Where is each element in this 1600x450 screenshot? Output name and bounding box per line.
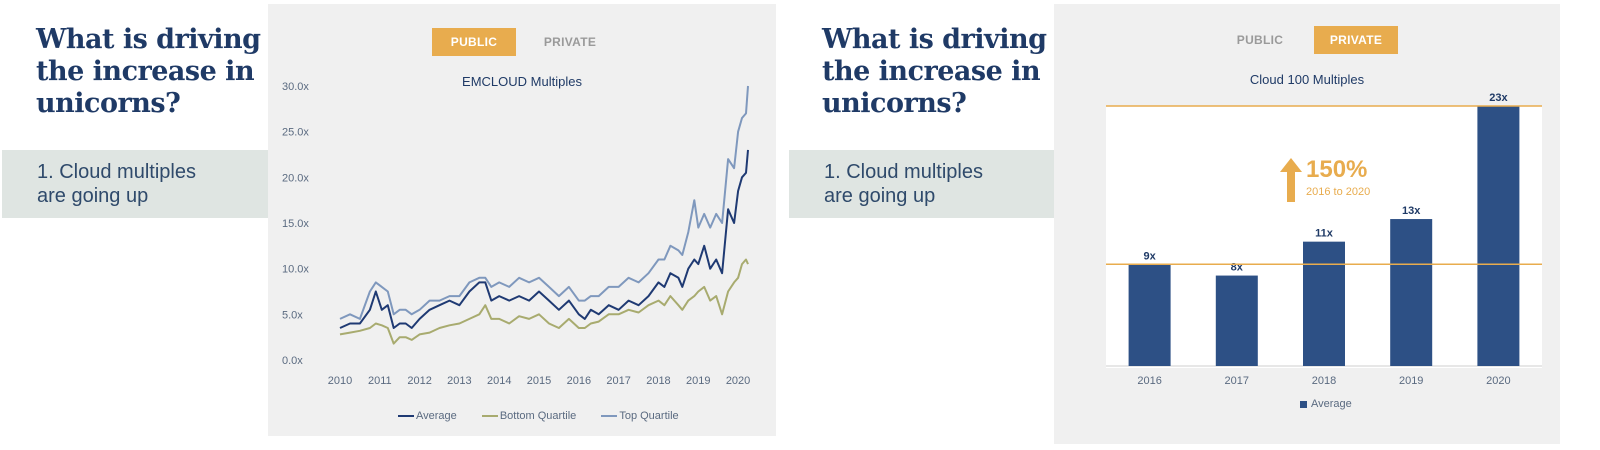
legend-item-average: Average	[398, 410, 457, 422]
x-tick-label: 2018	[1312, 375, 1336, 387]
x-tick-label: 2011	[368, 375, 392, 387]
callout-arrow: 1. Cloud multiples are going up	[2, 150, 287, 218]
bar-2019	[1390, 219, 1433, 366]
y-tick-label: 10.0x	[282, 264, 309, 276]
line-chart-legend: Average Bottom Quartile Top Quartile	[398, 408, 701, 422]
bar-data-label: 13x	[1402, 205, 1421, 217]
callout-text: 1. Cloud multiples are going up	[824, 161, 983, 207]
legend-swatch-average	[398, 415, 414, 417]
x-tick-label: 2019	[686, 375, 710, 387]
legend-label-bottom-quartile: Bottom Quartile	[499, 410, 577, 422]
slide-heading: What is driving the increase in unicorns…	[822, 24, 1047, 119]
legend-swatch-top-quartile	[601, 415, 618, 417]
x-tick-label: 2018	[646, 375, 670, 387]
series-line-average	[339, 149, 749, 329]
series-line-top-quartile	[339, 85, 749, 320]
bar-2020	[1477, 106, 1520, 366]
x-tick-label: 2016	[567, 375, 591, 387]
legend-item-average: Average	[1300, 398, 1352, 410]
legend-label-average: Average	[1311, 398, 1352, 410]
series-line-bottom-quartile	[339, 258, 749, 345]
y-tick-label: 30.0x	[282, 81, 309, 93]
callout-arrow: 1. Cloud multiples are going up	[789, 150, 1074, 218]
public-toggle-button[interactable]: PUBLIC	[432, 28, 516, 56]
x-tick-label: 2013	[447, 375, 471, 387]
y-tick-label: 5.0x	[282, 309, 303, 321]
x-tick-label: 2020	[1486, 375, 1510, 387]
bar-data-label: 23x	[1489, 92, 1508, 104]
x-tick-label: 2016	[1137, 375, 1161, 387]
x-tick-label: 2010	[328, 375, 352, 387]
chart-title: Cloud 100 Multiples	[1249, 72, 1365, 87]
private-toggle-button[interactable]: PRIVATE	[1314, 26, 1398, 54]
private-toggle-button[interactable]: PRIVATE	[543, 35, 597, 49]
bar-chart-svg: 9x 2016 8x 2017 11x 2018 13x 2019 23x 2020	[1106, 92, 1542, 387]
chart-title: EMCLOUD Multiples	[462, 74, 582, 89]
x-tick-label: 2019	[1399, 375, 1423, 387]
slide-public: What is driving the increase in unicorns…	[2, 4, 776, 436]
growth-value: 150%	[1306, 156, 1368, 183]
slide-private: What is driving the increase in unicorns…	[789, 0, 1600, 450]
callout-text: 1. Cloud multiples are going up	[37, 161, 196, 207]
x-tick-label: 2014	[487, 375, 511, 387]
bar-data-label: 9x	[1143, 250, 1156, 262]
x-tick-label: 2015	[527, 375, 551, 387]
x-tick-label: 2017	[1225, 375, 1249, 387]
legend-item-bottom-quartile: Bottom Quartile	[481, 410, 577, 422]
y-tick-label: 0.0x	[282, 355, 303, 367]
growth-callout: 150% 2016 to 2020	[1280, 154, 1400, 204]
line-chart-panel: PUBLIC PRIVATE EMCLOUD Multiples 0.0x 5.0…	[268, 4, 776, 436]
slide-heading: What is driving the increase in unicorns…	[36, 24, 261, 119]
line-chart-svg: 0.0x 5.0x 10.0x 15.0x 20.0x 25.0x 30.0x 2010 201…	[282, 81, 750, 387]
growth-label: 2016 to 2020	[1306, 186, 1371, 198]
bar-chart-legend: Average	[1300, 398, 1374, 411]
legend-label-average: Average	[416, 410, 457, 422]
bar-2017	[1215, 275, 1258, 366]
y-tick-label: 20.0x	[282, 172, 309, 184]
bar-data-label: 11x	[1315, 228, 1334, 240]
y-tick-label: 15.0x	[282, 218, 309, 230]
legend-swatch-bottom-quartile	[481, 415, 498, 417]
x-tick-label: 2017	[606, 375, 630, 387]
public-toggle-button[interactable]: PUBLIC	[1236, 33, 1284, 47]
x-tick-label: 2012	[407, 375, 431, 387]
legend-label-top-quartile: Top Quartile	[619, 410, 679, 422]
x-tick-label: 2020	[726, 375, 750, 387]
bar-2016	[1128, 264, 1171, 366]
bar-data-label: 8x	[1231, 262, 1244, 274]
legend-item-top-quartile: Top Quartile	[601, 410, 679, 422]
bar-chart-panel: PUBLIC PRIVATE Cloud 100 Multiples 9x 201…	[1054, 4, 1560, 444]
up-arrow-icon	[1280, 158, 1302, 202]
bar-2018	[1303, 241, 1345, 366]
legend-swatch-average	[1300, 400, 1307, 408]
y-tick-label: 25.0x	[282, 127, 309, 139]
